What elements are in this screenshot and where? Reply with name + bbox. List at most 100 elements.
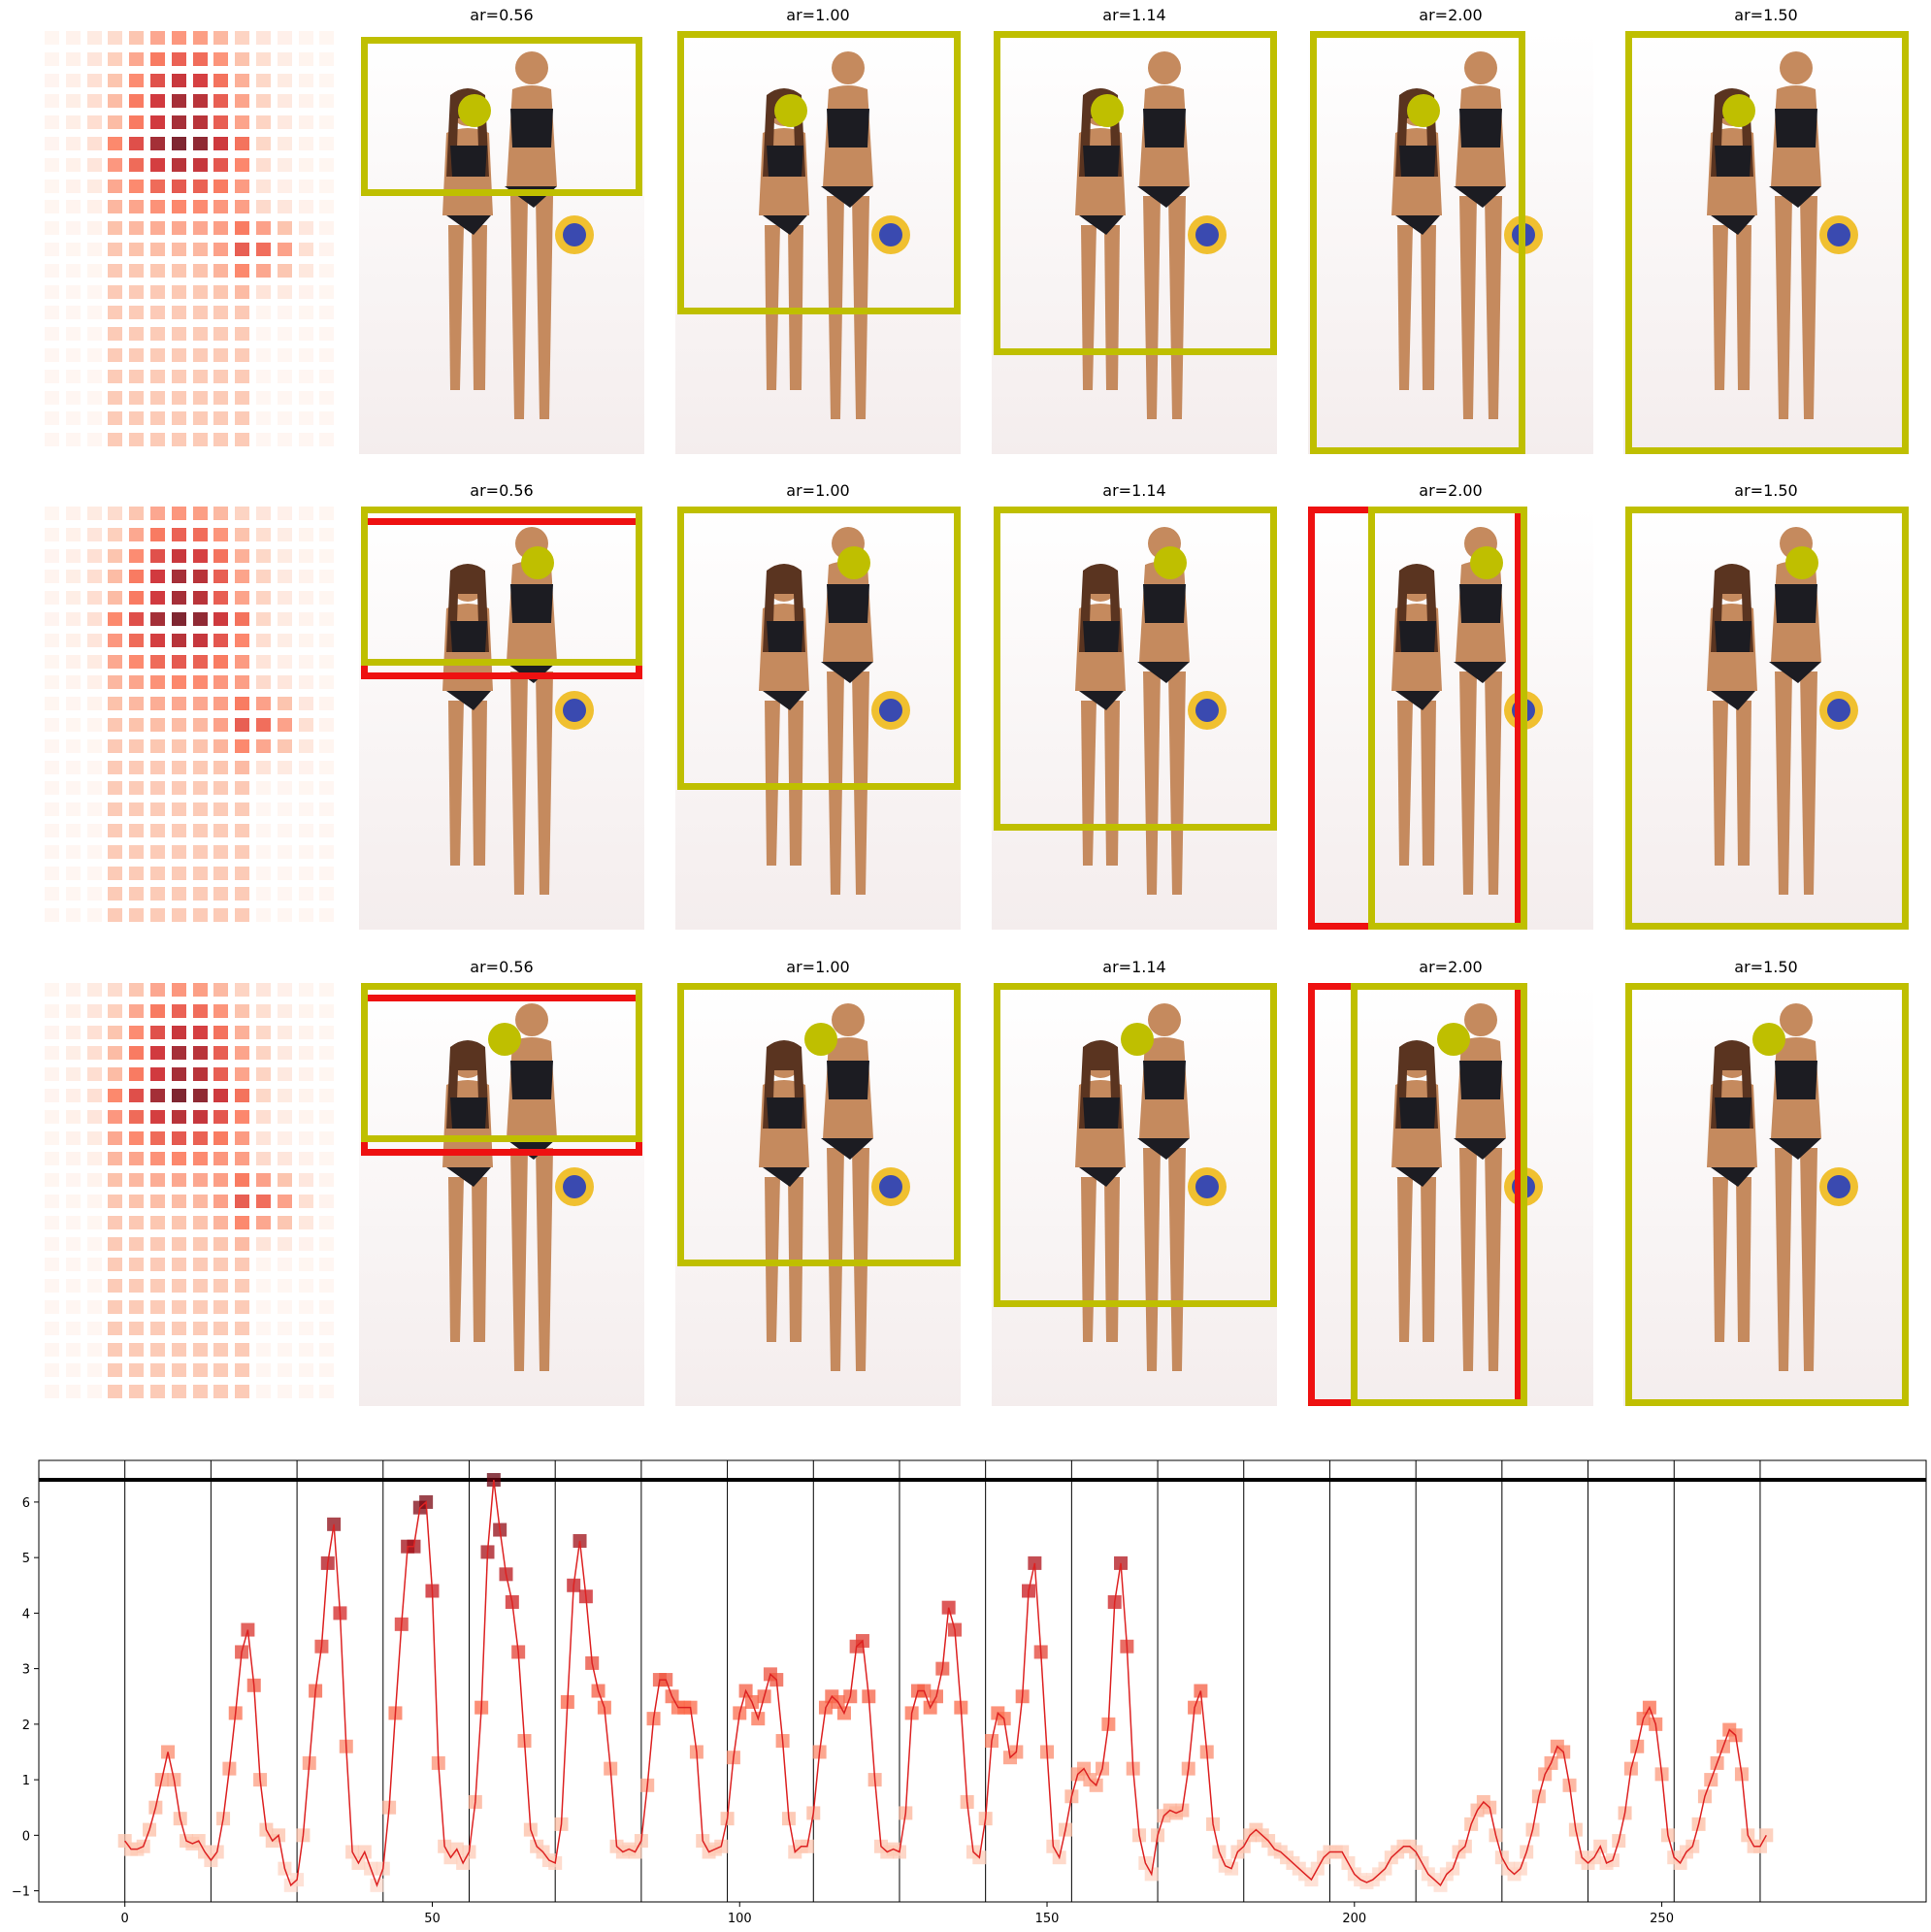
heatmap-cell — [319, 433, 335, 447]
heatmap-cell — [298, 548, 313, 563]
heatmap-cell — [192, 390, 208, 405]
heatmap-cell — [298, 73, 313, 87]
heatmap-cell — [45, 908, 59, 923]
heatmap-cell — [65, 908, 81, 923]
heatmap-cell — [150, 306, 165, 320]
heatmap-cell — [129, 1173, 145, 1188]
heatmap-cell — [150, 718, 165, 732]
heatmap-cell — [298, 243, 313, 256]
heatmap-cell — [108, 1025, 123, 1039]
heatmap-cell — [235, 675, 250, 690]
heatmap-cell — [319, 157, 335, 172]
crop-panel: ar=1.14 — [992, 6, 1277, 454]
focus-point — [1785, 546, 1818, 579]
heatmap-cell — [319, 824, 335, 837]
score-line-chart: 0 50 100 150 200 250 −1 0 1 2 3 4 5 6 — [12, 1459, 1927, 1926]
heatmap-cell — [277, 1067, 292, 1082]
heatmap-cell — [171, 1363, 186, 1378]
heatmap-cell — [65, 179, 81, 193]
heatmap-cell — [129, 390, 145, 405]
crop-box — [361, 507, 642, 666]
y-tick-label: 2 — [22, 1719, 30, 1733]
heatmap-cell — [319, 1046, 335, 1061]
heatmap-cell — [277, 284, 292, 299]
heatmap-cell — [171, 73, 186, 87]
heatmap-cell — [171, 1300, 186, 1314]
heatmap-cell — [171, 115, 186, 130]
heatmap-cell — [86, 1215, 102, 1229]
heatmap-cell — [213, 411, 229, 426]
heatmap-cell — [277, 760, 292, 774]
heatmap-cell — [192, 411, 208, 426]
heatmap-cell — [86, 1173, 102, 1188]
heatmap-cell — [256, 1363, 271, 1378]
heatmap-cell — [319, 507, 335, 520]
heatmap-cell — [45, 31, 59, 45]
heatmap-cell — [65, 1152, 81, 1166]
heatmap-cell — [319, 591, 335, 606]
crop-panel: ar=1.50 — [1623, 958, 1909, 1406]
heatmap-cell — [86, 887, 102, 901]
heatmap-cell — [213, 675, 229, 690]
heatmap-cell — [319, 1067, 335, 1082]
heatmap-cell — [298, 527, 313, 541]
panel-title: ar=1.50 — [1734, 958, 1798, 976]
heatmap-cell — [277, 507, 292, 520]
heatmap-cell — [171, 1195, 186, 1208]
heatmap-cell — [319, 1279, 335, 1293]
heatmap-cell — [171, 51, 186, 66]
heatmap-cell — [192, 1173, 208, 1188]
y-tick-label: 3 — [22, 1663, 30, 1678]
heatmap-cell — [213, 115, 229, 130]
heatmap-cell — [108, 633, 123, 647]
heatmap-cell — [192, 654, 208, 669]
heatmap-cell — [277, 94, 292, 109]
heatmap-cell — [298, 1109, 313, 1124]
heatmap-cell — [45, 369, 59, 383]
heatmap-cell — [65, 327, 81, 342]
heatmap-cell — [171, 1236, 186, 1251]
y-tick-label: 5 — [22, 1552, 30, 1566]
heatmap-cell — [150, 527, 165, 541]
heatmap-cell — [298, 1130, 313, 1145]
heatmap-cell — [45, 548, 59, 563]
heatmap-cell — [150, 760, 165, 774]
panel-title: ar=1.50 — [1734, 6, 1798, 24]
heatmap-cell — [235, 1258, 250, 1272]
heatmap-cell — [298, 675, 313, 690]
heatmap-cell — [65, 390, 81, 405]
heatmap-cell — [129, 633, 145, 647]
heatmap-cell — [319, 411, 335, 426]
heatmap-cell — [65, 1363, 81, 1378]
heatmap-cell — [171, 738, 186, 753]
heatmap-cell — [235, 1003, 250, 1018]
heatmap-cell — [192, 137, 208, 150]
focus-point — [1407, 94, 1440, 127]
heatmap-cell — [213, 1046, 229, 1061]
heatmap-cell — [108, 802, 123, 817]
heatmap-cell — [192, 369, 208, 383]
heatmap-cell — [192, 548, 208, 563]
heatmap-cell — [171, 1109, 186, 1124]
heatmap-cell — [129, 51, 145, 66]
heatmap-cell — [65, 243, 81, 256]
heatmap-cell — [45, 1363, 59, 1378]
heatmap-cell — [277, 1130, 292, 1145]
heatmap-cell — [192, 200, 208, 214]
heatmap-cell — [298, 390, 313, 405]
heatmap-cell — [171, 284, 186, 299]
heatmap-cell — [298, 1385, 313, 1399]
heatmap-cell — [319, 1258, 335, 1272]
heatmap-cell — [192, 1130, 208, 1145]
heatmap-cell — [235, 1279, 250, 1293]
heatmap-cell — [277, 908, 292, 923]
heatmap-cell — [65, 94, 81, 109]
heatmap-cell — [235, 612, 250, 626]
heatmap-cell — [319, 866, 335, 880]
heatmap-cell — [129, 824, 145, 837]
heatmap-cell — [235, 633, 250, 647]
heatmap-cell — [256, 1003, 271, 1018]
heatmap-cell — [213, 824, 229, 837]
heatmap-cell — [171, 507, 186, 520]
heatmap-cell — [298, 433, 313, 447]
